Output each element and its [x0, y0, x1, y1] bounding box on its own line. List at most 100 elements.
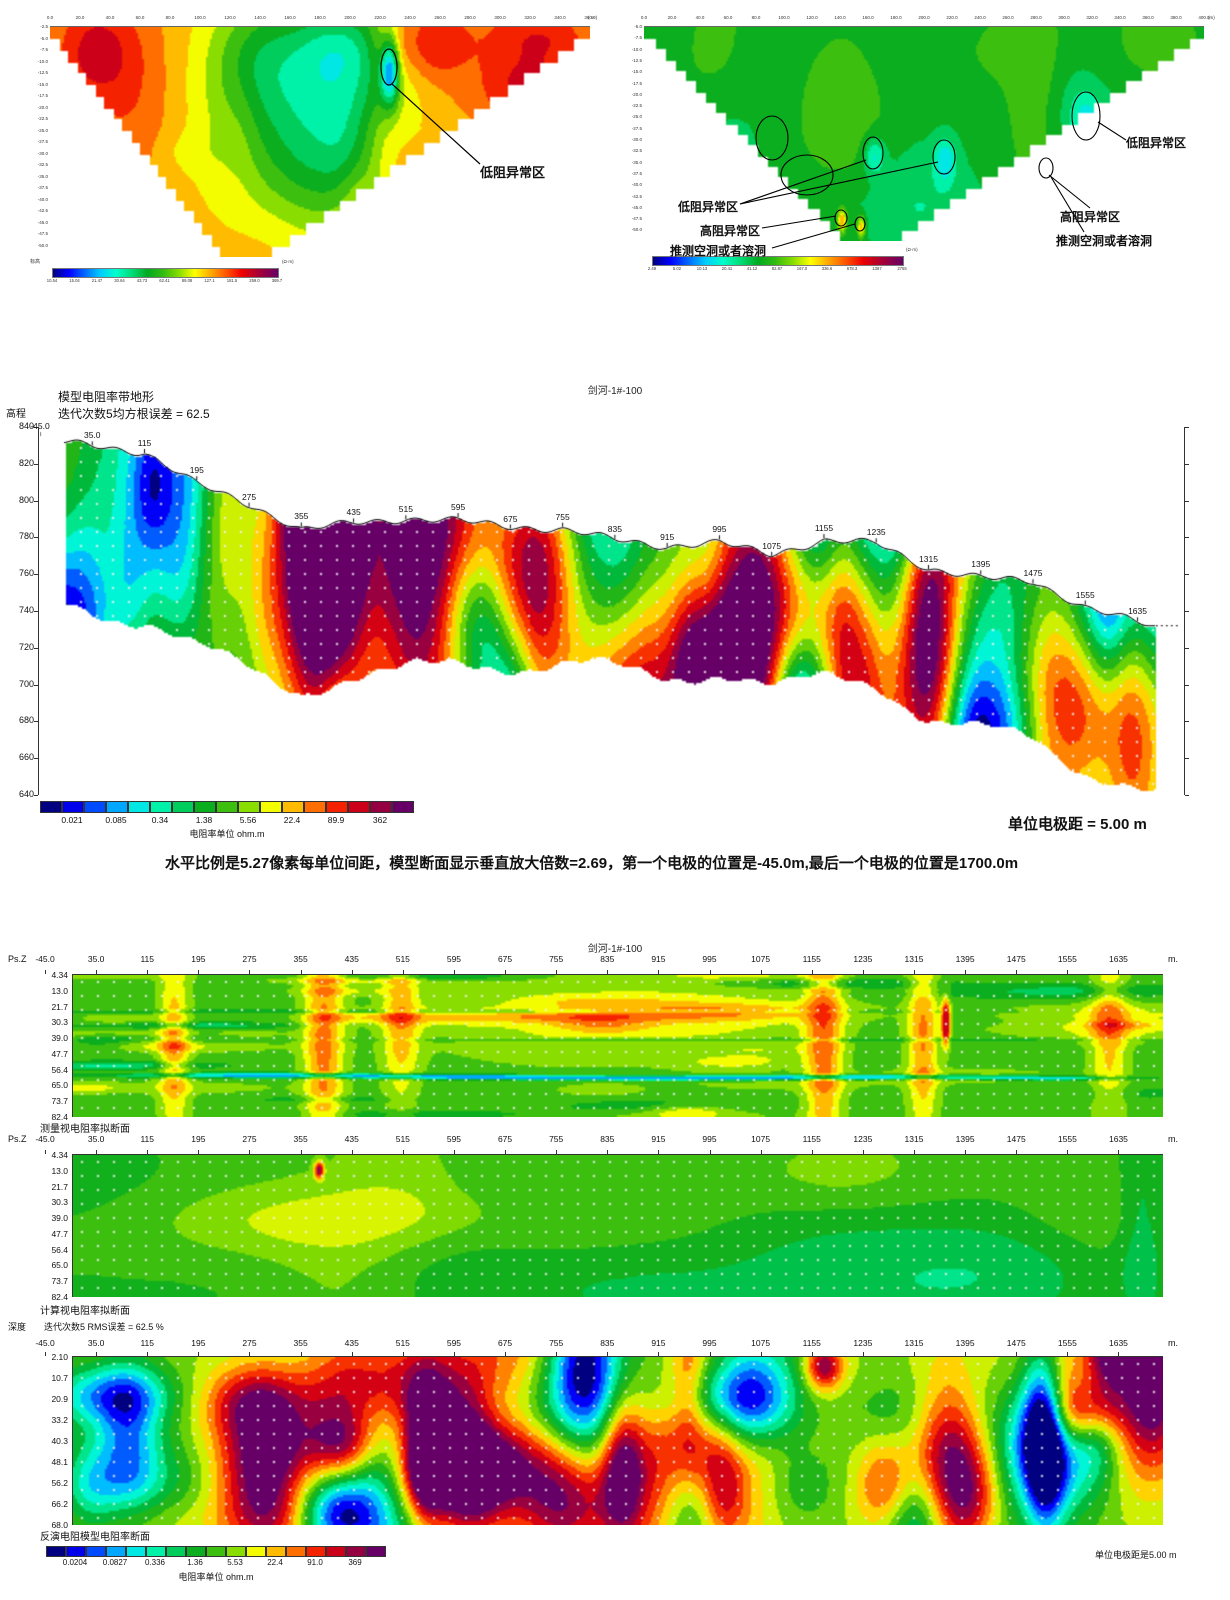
axis-tick-mark — [351, 970, 353, 974]
depth-tick-label: 10.7 — [51, 1373, 68, 1383]
x-axis-tick: 20.0 — [667, 15, 677, 20]
y-axis-tick: -40.0 — [37, 196, 48, 202]
y-axis-tick: -17.5 — [37, 93, 48, 98]
axis-tick-mark — [300, 970, 302, 974]
x-axis-tick: 100.0 — [778, 15, 790, 20]
colorbar-swatch — [66, 1546, 86, 1557]
colorbar-swatch — [226, 1546, 246, 1557]
section-a-x-axis-unit: ( m ) — [588, 15, 598, 20]
y-axis-tick: -5.0 — [634, 24, 642, 29]
axis-tick-mark — [760, 1150, 762, 1154]
distance-tick-label: 595 — [446, 954, 462, 964]
caption-measured: 测量视电阻率拟断面 — [40, 1124, 130, 1135]
axis-tick-mark — [1118, 1150, 1120, 1154]
axis-tick-mark — [34, 574, 38, 576]
colorbar-value-label: 127.1 — [204, 278, 215, 283]
distance-tick-label: 595 — [446, 1134, 462, 1144]
axis-tick-mark — [811, 1352, 813, 1356]
high-resistivity-anomaly-label: 高阻异常区 — [700, 224, 761, 238]
distance-tick-label: 1315 — [904, 954, 924, 964]
colorbar-value-label: 10.54 — [46, 278, 58, 283]
elevation-axis-label: 高程 — [6, 409, 26, 420]
colorbar-swatch — [306, 1546, 326, 1557]
distance-tick-label: 755 — [549, 954, 564, 964]
y-axis-tick: -12.5 — [631, 57, 642, 63]
colorbar-swatch — [366, 1546, 386, 1557]
colorbar-value-label: 0.0204 — [62, 1558, 88, 1567]
depth-tick-label: 21.7 — [51, 1181, 68, 1192]
colorbar-value-label: 89.08 — [181, 278, 193, 283]
distance-tick-label: 195 — [191, 954, 206, 964]
depth-tick-label: 2.10 — [51, 1352, 68, 1362]
colorbar-value-label: 43.73 — [136, 278, 148, 283]
axis-tick-mark — [965, 970, 967, 974]
x-axis-tick: 340.0 — [1114, 15, 1126, 20]
colorbar-value-label: 259.0 — [249, 278, 260, 283]
x-axis-tick: 100.0 — [194, 15, 206, 20]
elevation-tick-label: 780 — [18, 531, 34, 542]
axis-tick-mark — [913, 970, 915, 974]
depth-tick-label: 56.2 — [51, 1478, 68, 1488]
colorbar-value-label: 22.4 — [283, 815, 301, 825]
distance-tick-label: 1395 — [971, 559, 991, 570]
axis-tick-mark — [34, 500, 38, 502]
axis-tick-mark — [351, 1352, 353, 1356]
y-axis-tick: -32.5 — [631, 148, 642, 154]
distance-tick-label: 1075 — [751, 954, 771, 964]
axis-tick-mark — [45, 1352, 46, 1356]
depth-tick-label: 65.0 — [51, 1080, 68, 1091]
distance-tick-label: 1235 — [853, 1338, 873, 1348]
distance-tick-label: 595 — [451, 502, 466, 513]
axis-tick-mark — [1118, 1352, 1120, 1356]
colorbar-value-label: 0.021 — [61, 815, 83, 825]
y-axis-tick: -47.5 — [631, 216, 642, 222]
distance-tick-label: 1475 — [1023, 568, 1043, 579]
distance-tick-label: 915 — [651, 1338, 666, 1348]
axis-tick-mark — [811, 970, 813, 974]
section-b-colorbar — [652, 256, 904, 266]
y-axis-tick: -5.0 — [40, 35, 48, 41]
meter-label-1: m. — [1168, 954, 1178, 964]
distance-tick-label: 1155 — [802, 1338, 821, 1348]
model-title: 剑河-1#-100 — [587, 386, 643, 397]
depth-axis-label: 深度 — [8, 1322, 27, 1332]
colorbar-value-label: 0.0827 — [102, 1558, 128, 1567]
inversion-rms-header: 迭代次数5 RMS误差 = 62.5 % — [44, 1322, 164, 1332]
axis-tick-mark — [862, 1150, 864, 1154]
distance-tick-label: 995 — [702, 1338, 717, 1348]
distance-tick-label: 115 — [140, 954, 155, 964]
depth-tick-label: 30.3 — [51, 1017, 68, 1028]
axis-tick-mark — [1118, 970, 1120, 974]
distance-tick-label: 915 — [651, 954, 666, 964]
colorbar-swatch — [146, 1546, 166, 1557]
depth-tick-label: 73.7 — [51, 1276, 68, 1287]
axis-tick-mark — [34, 537, 38, 539]
axis-tick-mark — [607, 970, 609, 974]
pseudosection-colorbar-caption: 电阻率单位 ohm.m — [178, 1572, 254, 1582]
depth-tick-label: 56.4 — [51, 1064, 68, 1075]
colorbar-value-label: 22.4 — [267, 1558, 283, 1567]
depth-tick-label: 13.0 — [51, 1165, 68, 1176]
axis-tick-mark — [300, 1150, 302, 1154]
axis-tick-mark — [505, 970, 507, 974]
colorbar-value-label: 362 — [372, 815, 388, 825]
axis-tick-mark — [34, 647, 38, 649]
colorbar-value-label: 82.87 — [771, 266, 783, 271]
x-axis-tick: 240.0 — [404, 15, 416, 20]
distance-tick-label: 1395 — [955, 954, 975, 964]
colorbar-swatch — [286, 1546, 306, 1557]
axis-tick-mark — [147, 970, 149, 974]
axis-tick-mark — [402, 1150, 404, 1154]
colorbar-swatch — [194, 801, 216, 813]
x-axis-tick: 180.0 — [314, 15, 326, 20]
colorbar-value-label: 2.49 — [647, 266, 657, 271]
colorbar-value-label: 1.36 — [187, 1558, 203, 1567]
elevation-tick-label: 840 — [18, 421, 34, 431]
elevation-tick-label: 680 — [18, 715, 34, 726]
scale-note: 水平比例是5.27像素每单位间距，模型断面显示垂直放大倍数=2.69，第一个电极… — [165, 855, 1019, 872]
y-axis-tick: -7.5 — [634, 35, 642, 41]
distance-tick-label: 675 — [497, 1134, 513, 1144]
axis-tick-mark — [1067, 970, 1069, 974]
x-axis-tick: 60.0 — [135, 15, 145, 20]
right-axis-line — [1184, 427, 1185, 795]
